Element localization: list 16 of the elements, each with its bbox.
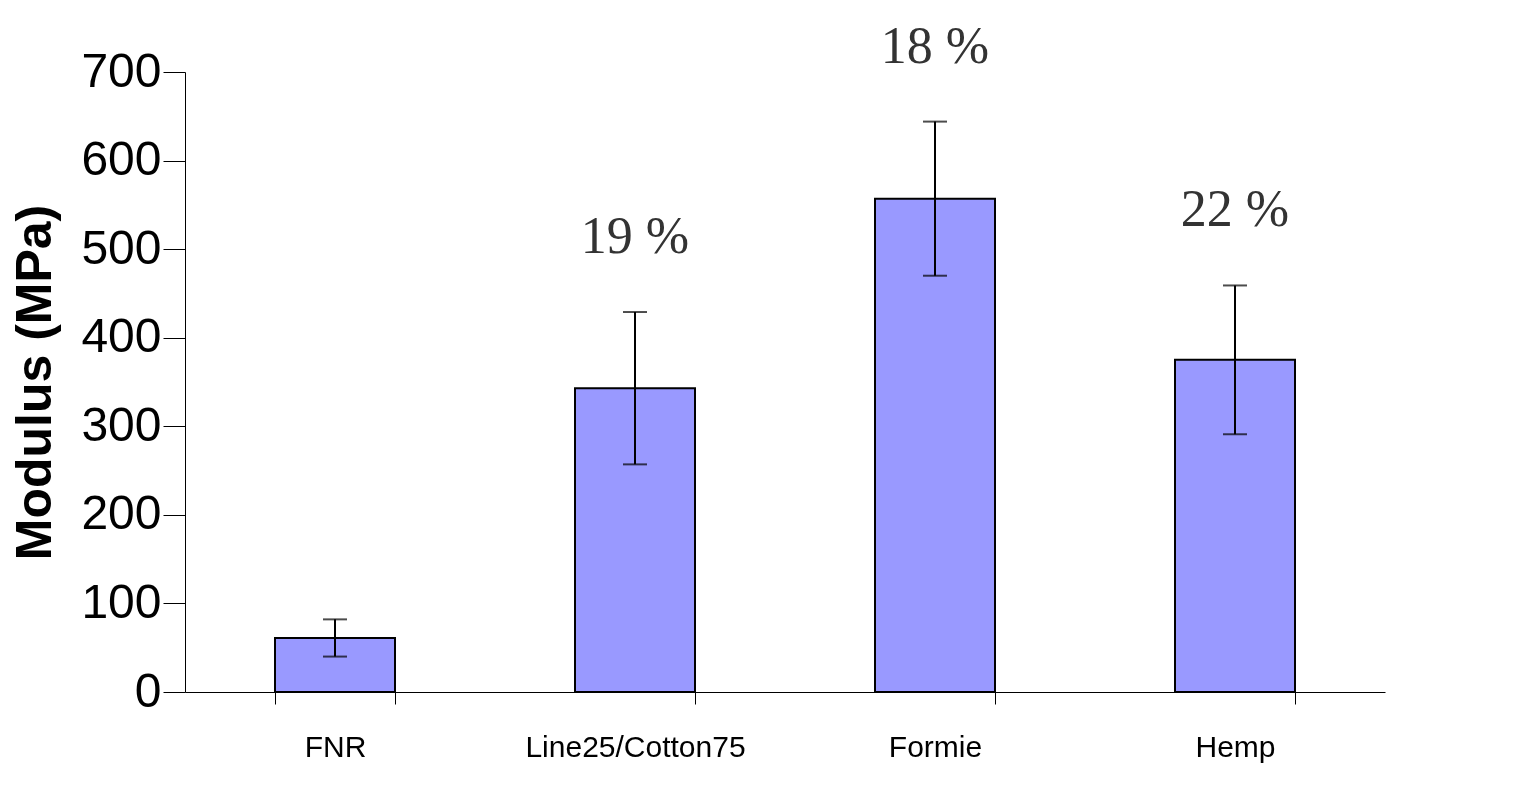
- annotation: 19 %: [580, 207, 690, 265]
- x-tick-label: FNR: [304, 729, 367, 763]
- x-tick-label: Formie: [888, 729, 983, 763]
- annotation: 18 %: [880, 16, 990, 74]
- annotation: 22 %: [1180, 180, 1290, 238]
- x-tick-label: Line25/Cotton75: [525, 729, 746, 763]
- y-tick-label: 200: [81, 486, 162, 540]
- y-tick-label: 600: [81, 132, 162, 186]
- y-tick-label: 300: [81, 397, 162, 451]
- y-tick-label: 500: [81, 220, 162, 274]
- y-tick-label: 400: [81, 309, 162, 363]
- y-tick-label: 700: [81, 43, 162, 97]
- x-tick-label: Hemp: [1195, 729, 1276, 763]
- y-tick-label: 0: [134, 663, 162, 717]
- y-tick-label: 100: [81, 574, 162, 628]
- y-axis-title: Modulus (MPa): [6, 204, 63, 561]
